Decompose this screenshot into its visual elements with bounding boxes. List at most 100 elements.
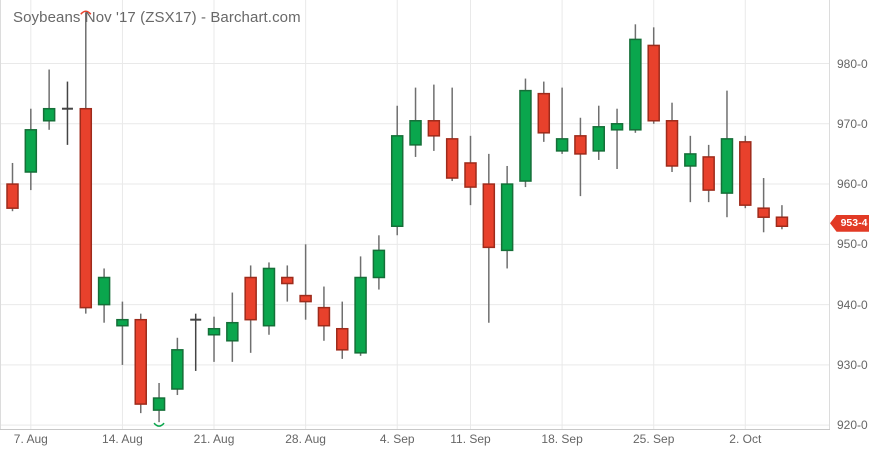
candle-body-up — [390, 135, 404, 228]
candle-aug-7 — [24, 108, 38, 191]
candle-body-down — [739, 141, 752, 206]
candle-aug-21 — [207, 316, 221, 362]
candle-aug-4 — [6, 162, 19, 212]
candle-aug-31 — [354, 256, 367, 356]
candle-sep-7 — [427, 84, 441, 151]
candle-sep-14 — [519, 78, 532, 188]
candle-sep-5 — [390, 105, 404, 236]
x-axis-label: 4. Sep — [379, 432, 415, 446]
candle-oct-2 — [739, 135, 752, 209]
candle-body-down — [317, 306, 331, 327]
candle-sep-26 — [665, 102, 679, 173]
candle-body-up — [262, 267, 276, 327]
candle-body-up — [152, 397, 166, 411]
candle-body-down — [299, 294, 312, 303]
candle-sep-29 — [720, 90, 734, 218]
candle-body-up — [500, 183, 514, 252]
candle-aug-15 — [134, 313, 147, 414]
candle-body-down — [281, 276, 294, 285]
candle-aug-8 — [42, 69, 56, 130]
candle-body-up — [97, 276, 111, 306]
candle-body-up — [720, 138, 734, 194]
y-axis-label: 980-0 — [837, 56, 868, 71]
candle-body-up — [610, 123, 624, 131]
candle-body-up — [372, 249, 386, 279]
candle-aug-29 — [317, 286, 331, 341]
candle-sep-6 — [409, 87, 422, 157]
candle-body-up — [226, 321, 239, 342]
candle-body-down — [134, 318, 147, 405]
candle-sep-21 — [610, 108, 624, 169]
candle-sep-1 — [372, 235, 386, 290]
candle-body-up — [555, 138, 569, 152]
candle-aug-22 — [226, 292, 239, 362]
candle-body-down — [574, 135, 587, 155]
candle-body-up — [42, 107, 56, 122]
candle-body-down — [775, 216, 789, 228]
y-axis-label: 960-0 — [837, 177, 868, 192]
candle-body-up — [207, 327, 221, 336]
candle-body-up — [354, 276, 367, 354]
x-axis-label: 28. Aug — [285, 432, 326, 446]
candle-sep-20 — [592, 105, 605, 160]
candle-aug-17 — [171, 337, 184, 396]
x-axis-label: 18. Sep — [541, 432, 583, 446]
candle-aug-23 — [244, 265, 257, 353]
candle-body-up — [24, 129, 38, 173]
candle-body-up — [409, 120, 422, 146]
candle-aug-14 — [116, 301, 129, 365]
candle-body-down — [537, 92, 551, 134]
candle-sep-11 — [464, 135, 477, 206]
candle-oct-4 — [775, 205, 789, 230]
candle-body-up — [684, 153, 697, 167]
candle-body-down — [79, 107, 93, 309]
last-price-badge: 953-4 — [830, 214, 869, 232]
candle-aug-30 — [336, 301, 349, 359]
candle-body-down — [757, 207, 770, 218]
y-axis-label: 940-0 — [837, 297, 868, 312]
x-axis-label: 21. Aug — [193, 432, 235, 446]
candle-body-down — [336, 327, 349, 351]
candle-aug-25 — [281, 265, 294, 302]
candle-sep-13 — [500, 165, 514, 269]
candle-body-down — [482, 183, 496, 249]
candle-body-up — [519, 89, 532, 182]
candle-sep-12 — [482, 153, 496, 323]
candle-body-down — [427, 120, 441, 137]
y-axis-label: 970-0 — [837, 116, 868, 131]
candle-sep-27 — [684, 135, 697, 203]
candle-body-down — [702, 156, 715, 191]
candle-body-up — [592, 126, 605, 152]
candle-sep-18 — [555, 87, 569, 154]
candle-body-down — [647, 44, 660, 122]
candle-sep-28 — [702, 144, 715, 203]
candle-body-down — [6, 183, 19, 209]
y-axis-label: 930-0 — [837, 357, 868, 372]
candle-body-down — [244, 276, 257, 321]
candle-aug-16 — [152, 382, 166, 427]
candle-body-up — [171, 349, 184, 390]
candle-body-down — [445, 138, 459, 179]
chart-title: Soybeans Nov '17 (ZSX17) - Barchart.com — [13, 9, 301, 26]
candle-sep-15 — [537, 81, 551, 142]
candle-body-up — [629, 38, 642, 131]
x-axis-label: 7. Aug — [13, 432, 48, 446]
candle-body-up — [116, 318, 129, 327]
candle-aug-11 — [97, 268, 111, 323]
x-axis-label: 11. Sep — [450, 432, 491, 446]
x-axis-label: 14. Aug — [102, 432, 143, 446]
x-axis-label: 2. Oct — [729, 432, 762, 446]
clipped-low-marker — [153, 422, 165, 427]
clipped-high-marker — [80, 10, 92, 15]
candle-aug-18 — [190, 313, 202, 371]
candle-sep-8 — [445, 87, 459, 182]
candle-sep-25 — [647, 27, 660, 124]
y-axis-label: 920-0 — [837, 418, 868, 433]
candle-aug-28 — [299, 244, 312, 320]
candle-sep-19 — [574, 117, 587, 197]
candle-aug-24 — [262, 262, 276, 335]
candle-body-down — [665, 120, 679, 167]
x-axis-label: 25. Sep — [633, 432, 675, 446]
